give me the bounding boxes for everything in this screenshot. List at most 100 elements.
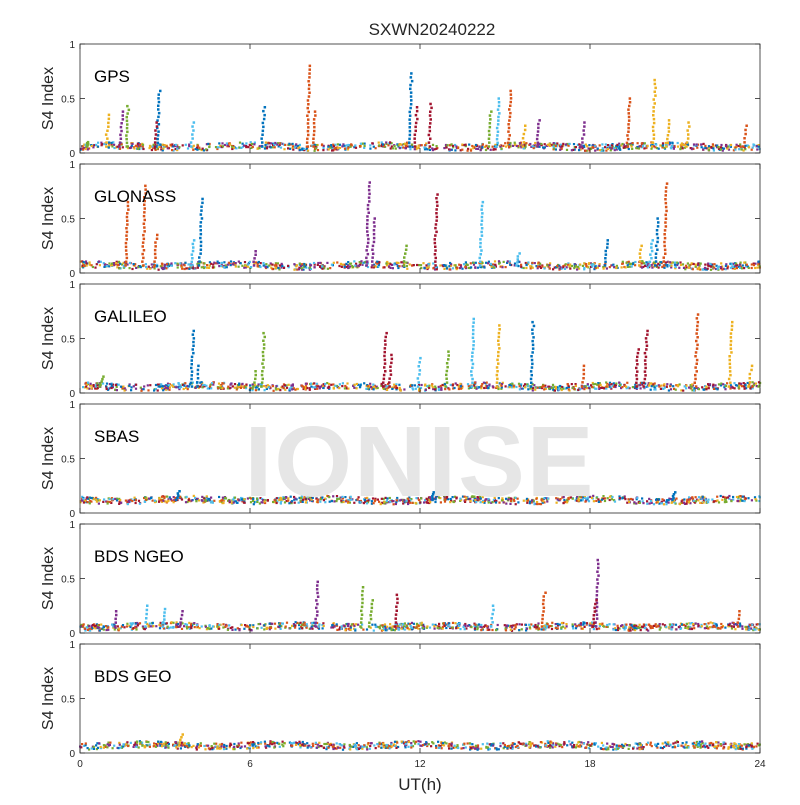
- scatter-point: [726, 382, 728, 384]
- scatter-point: [186, 624, 188, 626]
- scatter-point: [691, 147, 693, 149]
- spike-point: [405, 249, 408, 252]
- scatter-point: [718, 383, 720, 385]
- scatter-point: [88, 388, 90, 390]
- scatter-point: [148, 498, 150, 500]
- scatter-point: [108, 147, 110, 149]
- scatter-point: [86, 496, 88, 498]
- spike-point: [515, 264, 518, 267]
- scatter-point: [544, 143, 546, 145]
- scatter-point: [469, 498, 471, 500]
- scatter-point: [411, 502, 413, 504]
- scatter-point: [265, 386, 267, 388]
- scatter-point: [472, 147, 474, 149]
- spike-point: [649, 264, 652, 267]
- spike-point: [157, 97, 160, 100]
- spike-point: [416, 118, 419, 121]
- scatter-point: [171, 384, 173, 386]
- scatter-point: [643, 147, 645, 149]
- spike-point: [429, 103, 432, 106]
- scatter-point: [521, 628, 523, 630]
- scatter-point: [335, 500, 337, 502]
- spike-point: [368, 193, 371, 196]
- spike-point: [637, 352, 640, 355]
- scatter-point: [655, 502, 657, 504]
- scatter-point: [692, 268, 694, 270]
- scatter-point: [409, 263, 411, 265]
- scatter-point: [156, 148, 158, 150]
- scatter-point: [439, 264, 441, 266]
- scatter-point: [298, 502, 300, 504]
- scatter-point: [688, 501, 690, 503]
- spike-point: [99, 383, 102, 386]
- scatter-point: [218, 142, 220, 144]
- scatter-point: [478, 146, 480, 148]
- scatter-point: [503, 501, 505, 503]
- scatter-point: [358, 265, 360, 267]
- scatter-point: [500, 385, 502, 387]
- scatter-point: [284, 501, 286, 503]
- spike-point: [656, 229, 659, 232]
- scatter-point: [461, 268, 463, 270]
- scatter-point: [612, 264, 614, 266]
- scatter-point: [122, 146, 124, 148]
- scatter-point: [385, 141, 387, 143]
- spike-point: [667, 134, 670, 137]
- spike-point: [635, 367, 638, 370]
- scatter-point: [477, 148, 479, 150]
- spike-point: [516, 261, 519, 264]
- scatter-point: [525, 264, 527, 266]
- scatter-point: [133, 385, 135, 387]
- spike-point: [510, 93, 512, 96]
- scatter-point: [752, 147, 754, 149]
- scatter-point: [170, 144, 172, 146]
- scatter-point: [537, 622, 539, 624]
- scatter-point: [293, 263, 295, 265]
- scatter-point: [155, 384, 157, 386]
- spike-point: [729, 363, 732, 366]
- scatter-point: [352, 266, 354, 268]
- scatter-point: [585, 144, 587, 146]
- scatter-point: [252, 500, 254, 502]
- scatter-point: [614, 501, 616, 503]
- scatter-point: [323, 625, 325, 627]
- spike-point: [191, 363, 194, 366]
- scatter-point: [164, 496, 166, 498]
- spike-point: [122, 114, 125, 117]
- scatter-point: [448, 388, 450, 390]
- scatter-point: [243, 498, 245, 500]
- scatter-point: [257, 265, 259, 267]
- scatter-point: [519, 385, 521, 387]
- scatter-point: [640, 387, 642, 389]
- scatter-point: [100, 624, 102, 626]
- scatter-point: [123, 626, 125, 628]
- scatter-point: [679, 503, 681, 505]
- scatter-point: [693, 143, 695, 145]
- scatter-point: [272, 501, 274, 503]
- scatter-point: [716, 388, 718, 390]
- spike-point: [200, 245, 203, 248]
- scatter-point: [663, 267, 665, 269]
- scatter-point: [434, 388, 436, 390]
- scatter-point: [458, 388, 460, 390]
- scatter-point: [353, 502, 355, 504]
- scatter-point: [245, 146, 247, 148]
- scatter-point: [299, 149, 301, 151]
- scatter-point: [264, 147, 266, 149]
- spike-point: [191, 257, 194, 260]
- scatter-point: [318, 623, 320, 625]
- scatter-point: [360, 143, 362, 145]
- scatter-point: [396, 499, 398, 501]
- spike-point: [471, 359, 474, 362]
- spike-point: [383, 378, 386, 381]
- scatter-point: [557, 498, 559, 500]
- scatter-point: [446, 267, 448, 269]
- spike-point: [410, 76, 413, 79]
- scatter-point: [504, 624, 506, 626]
- spike-point: [729, 370, 732, 373]
- scatter-point: [247, 497, 249, 499]
- scatter-point: [428, 387, 430, 389]
- spike-point: [498, 332, 501, 335]
- scatter-point: [229, 144, 231, 146]
- scatter-point: [207, 143, 209, 145]
